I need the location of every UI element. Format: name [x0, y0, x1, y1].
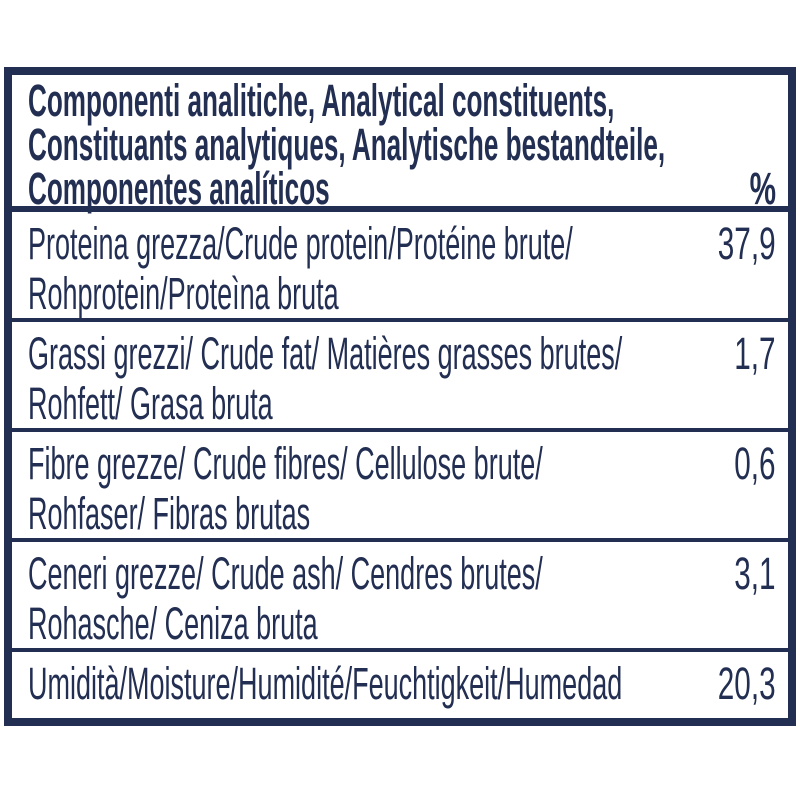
analytical-constituents-table: Componenti analitiche, Analytical consti… [4, 67, 796, 726]
table-row-crude-protein: Proteina grezza/Crude protein/Protéine b… [12, 212, 788, 322]
header-line-3: Componentes analíticos [28, 163, 548, 214]
header-line-2-text: Constituants analytiques, Analytische be… [28, 119, 666, 170]
table-row-crude-fat: Grassi grezzi/ Crude fat/ Matières grass… [12, 322, 788, 432]
row-value: 37,9 [688, 219, 776, 269]
table-row-crude-ash: Ceneri grezze/ Crude ash/ Cendres brutes… [12, 542, 788, 652]
row-label-line-2: Rohprotein/Proteìna bruta [28, 268, 339, 319]
header-line-2: Constituants analytiques, Analytische be… [28, 119, 800, 170]
table-row-moisture: Umidità/Moisture/Humidité/Feuchtigkeit/H… [12, 652, 788, 718]
percent-symbol: % [749, 163, 776, 214]
row-label-line-1: Grassi grezzi/ Crude fat/ Matières grass… [28, 328, 623, 379]
row-label-line-1: Proteina grezza/Crude protein/Protéine b… [28, 218, 573, 269]
row-label-line-2: Rohfett/ Grasa bruta [28, 378, 273, 429]
row-label-line-2: Rohasche/ Ceniza bruta [28, 598, 318, 649]
row-value-number: 0,6 [734, 438, 776, 489]
row-label-line-2: Rohfaser/ Fibras brutas [28, 488, 311, 539]
row-label-line-1: Umidità/Moisture/Humidité/Feuchtigkeit/H… [28, 658, 623, 709]
row-label: Proteina grezza/Crude protein/Protéine b… [28, 219, 800, 319]
row-label-line-1: Fibre grezze/ Crude fibres/ Cellulose br… [28, 438, 543, 489]
header-line-1-text: Componenti analitiche, Analytical consti… [28, 75, 615, 126]
row-label: Grassi grezzi/ Crude fat/ Matières grass… [28, 329, 800, 429]
row-label: Ceneri grezze/ Crude ash/ Cendres brutes… [28, 549, 800, 649]
row-value: 3,1 [713, 549, 776, 599]
row-value: 20,3 [688, 659, 776, 709]
row-label: Fibre grezze/ Crude fibres/ Cellulose br… [28, 439, 800, 539]
row-value-number: 3,1 [734, 548, 776, 599]
table-row-crude-fibres: Fibre grezze/ Crude fibres/ Cellulose br… [12, 432, 788, 542]
row-value-number: 1,7 [734, 328, 776, 379]
row-value-number: 37,9 [718, 218, 776, 269]
row-label-line-1: Ceneri grezze/ Crude ash/ Cendres brutes… [28, 548, 543, 599]
row-value: 0,6 [713, 439, 776, 489]
row-value-number: 20,3 [718, 658, 776, 709]
header-line-1: Componenti analitiche, Analytical consti… [28, 75, 800, 126]
header-line-3-text: Componentes analíticos [28, 163, 330, 214]
row-value: 1,7 [713, 329, 776, 379]
percent-column-header: % [736, 163, 776, 214]
row-label: Umidità/Moisture/Humidité/Feuchtigkeit/H… [28, 659, 800, 709]
table-header: Componenti analitiche, Analytical consti… [12, 75, 788, 212]
